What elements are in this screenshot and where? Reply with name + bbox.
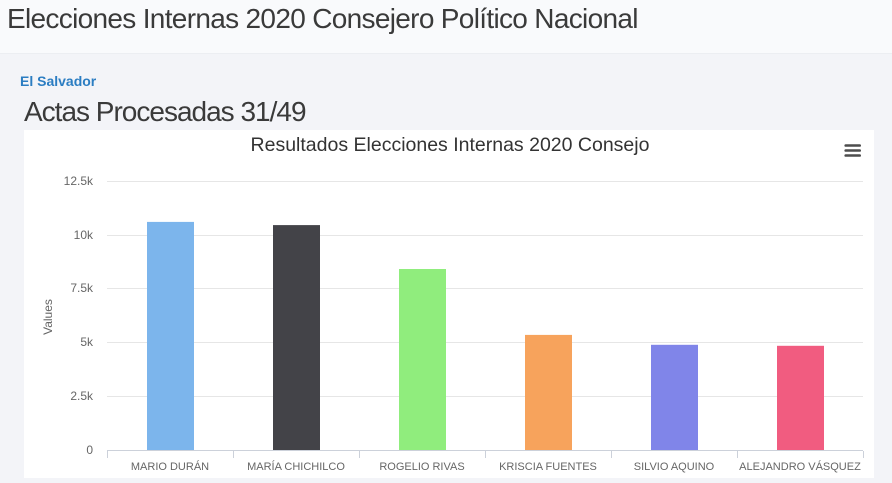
svg-text:2.5k: 2.5k: [70, 389, 94, 403]
svg-text:MARIO DURÁN: MARIO DURÁN: [131, 460, 209, 473]
svg-text:12.5k: 12.5k: [64, 174, 94, 188]
svg-text:ROGELIO RIVAS: ROGELIO RIVAS: [379, 461, 464, 473]
svg-text:5k: 5k: [80, 335, 94, 349]
svg-text:Resultados Elecciones Internas: Resultados Elecciones Internas 2020 Cons…: [251, 134, 650, 156]
svg-text:Values: Values: [41, 299, 55, 335]
svg-text:7.5k: 7.5k: [70, 281, 94, 295]
svg-text:MARÍA CHICHILCO: MARÍA CHICHILCO: [247, 460, 345, 473]
svg-text:KRISCIA FUENTES: KRISCIA FUENTES: [499, 461, 597, 473]
svg-text:ALEJANDRO VÁSQUEZ: ALEJANDRO VÁSQUEZ: [739, 460, 861, 473]
svg-text:10k: 10k: [74, 228, 94, 242]
svg-text:SILVIO AQUINO: SILVIO AQUINO: [634, 461, 715, 473]
svg-text:0: 0: [86, 443, 93, 457]
